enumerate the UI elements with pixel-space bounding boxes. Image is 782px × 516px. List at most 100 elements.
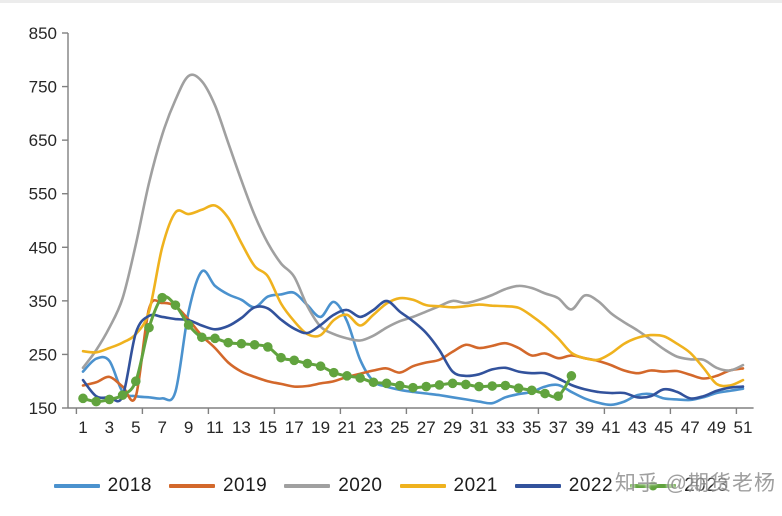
series-marker-2023 xyxy=(368,377,379,388)
series-marker-2023 xyxy=(315,361,326,372)
x-axis-tick-label: 19 xyxy=(311,418,330,437)
legend-label-2018: 2018 xyxy=(107,475,152,496)
x-axis-tick-label: 3 xyxy=(105,418,114,437)
series-marker-2023 xyxy=(104,394,115,405)
x-axis-tick-label: 13 xyxy=(232,418,251,437)
x-axis-tick-label: 35 xyxy=(522,418,541,437)
legend-label-2023: 2023 xyxy=(684,475,729,496)
legend-item-2021: 2021 xyxy=(399,475,498,497)
series-marker-2023 xyxy=(487,381,498,391)
x-axis-tick-label: 17 xyxy=(285,418,304,437)
legend-line-icon xyxy=(399,484,446,488)
series-line-2020 xyxy=(81,73,745,372)
series-marker-2023 xyxy=(461,379,471,390)
x-axis-tick-label: 25 xyxy=(390,418,409,437)
x-axis-tick-label: 11 xyxy=(206,418,224,437)
series-marker-2023 xyxy=(210,333,220,344)
x-axis-tick-label: 7 xyxy=(157,418,166,437)
series-marker-2023 xyxy=(329,367,339,378)
legend-marker-icon xyxy=(648,481,658,491)
legend-label-2019: 2019 xyxy=(222,475,268,496)
series-marker-2023 xyxy=(223,337,233,348)
legend-swatch-2021 xyxy=(399,481,446,491)
series-line-2023 xyxy=(81,295,573,404)
legend-item-2018: 2018 xyxy=(53,475,152,497)
series-marker-2023 xyxy=(342,371,352,381)
series-marker-2023 xyxy=(157,292,167,303)
y-axis-tick-label: 750 xyxy=(29,78,57,97)
series-marker-2023 xyxy=(421,381,432,392)
series-marker-2023 xyxy=(434,380,445,390)
series-marker-2023 xyxy=(408,382,418,393)
series-marker-2023 xyxy=(566,371,577,381)
series-marker-2023 xyxy=(447,378,458,389)
series-marker-2023 xyxy=(144,322,154,333)
x-axis-tick-label: 37 xyxy=(549,418,568,437)
legend-swatch-2020 xyxy=(284,481,331,491)
series-marker-2023 xyxy=(170,300,181,310)
series-marker-2023 xyxy=(117,390,128,400)
series-marker-2023 xyxy=(78,393,88,404)
x-axis-tick-label: 27 xyxy=(417,418,436,437)
legend-item-2022: 2022 xyxy=(514,475,614,497)
legend-line-icon xyxy=(168,484,215,488)
legend-line-icon xyxy=(284,484,331,488)
x-axis-tick-label: 1 xyxy=(78,418,87,437)
series-marker-2023 xyxy=(249,339,260,350)
legend-swatch-2019 xyxy=(168,481,215,491)
series-marker-2023 xyxy=(183,320,194,330)
series-marker-2023 xyxy=(289,355,300,366)
series-marker-2023 xyxy=(500,380,511,391)
x-axis-tick-label: 31 xyxy=(470,418,489,437)
legend-label-2022: 2022 xyxy=(568,475,614,496)
y-axis-tick-label: 850 xyxy=(29,24,57,43)
legend-swatch-2023 xyxy=(630,481,677,491)
x-axis-tick-label: 15 xyxy=(258,418,277,437)
x-axis-tick-label: 21 xyxy=(338,418,357,437)
legend-swatch-2018 xyxy=(53,481,100,491)
series-marker-2023 xyxy=(263,342,273,352)
x-axis-tick-label: 43 xyxy=(628,418,647,437)
x-axis-tick-label: 5 xyxy=(131,418,140,437)
series-marker-2023 xyxy=(355,373,366,383)
legend-line-icon xyxy=(53,484,100,488)
y-axis-tick-label: 250 xyxy=(29,345,57,364)
x-axis-tick-label: 51 xyxy=(734,418,753,437)
series-marker-2023 xyxy=(381,378,392,389)
x-axis-tick-label: 49 xyxy=(707,418,726,437)
x-axis-tick-label: 33 xyxy=(496,418,515,437)
y-axis-tick-label: 450 xyxy=(29,238,57,257)
series-line-2021 xyxy=(81,203,745,388)
legend-item-2019: 2019 xyxy=(168,475,268,497)
y-axis-tick-label: 150 xyxy=(29,399,57,418)
y-axis-tick-label: 550 xyxy=(29,185,57,204)
x-axis-tick-label: 9 xyxy=(184,418,193,437)
legend-swatch-2022 xyxy=(514,481,561,491)
series-marker-2023 xyxy=(553,391,563,402)
series-marker-2023 xyxy=(540,388,550,399)
legend-label-2021: 2021 xyxy=(453,475,498,496)
x-axis-tick-label: 29 xyxy=(443,418,462,437)
series-marker-2023 xyxy=(395,380,405,391)
series-marker-2023 xyxy=(276,352,286,363)
x-axis-tick-label: 41 xyxy=(602,418,621,437)
legend-item-2020: 2020 xyxy=(284,475,382,497)
series-marker-2023 xyxy=(131,376,141,387)
x-axis-tick-label: 23 xyxy=(364,418,383,437)
series-marker-2023 xyxy=(91,396,101,407)
series-marker-2023 xyxy=(302,358,313,369)
y-axis-tick-label: 650 xyxy=(29,131,57,150)
series-marker-2023 xyxy=(474,381,484,392)
x-axis-tick-label: 47 xyxy=(681,418,700,437)
chart-legend: 2018 2019 2020 2021 2022 2023 xyxy=(0,469,782,503)
legend-line-icon xyxy=(514,484,561,488)
x-axis-tick-label: 45 xyxy=(654,418,673,437)
x-axis-tick-label: 39 xyxy=(575,418,594,437)
legend-item-2023: 2023 xyxy=(630,475,728,497)
y-axis-tick-label: 350 xyxy=(29,292,57,311)
series-marker-2023 xyxy=(513,383,524,393)
series-marker-2023 xyxy=(527,385,537,396)
series-marker-2023 xyxy=(197,332,207,343)
